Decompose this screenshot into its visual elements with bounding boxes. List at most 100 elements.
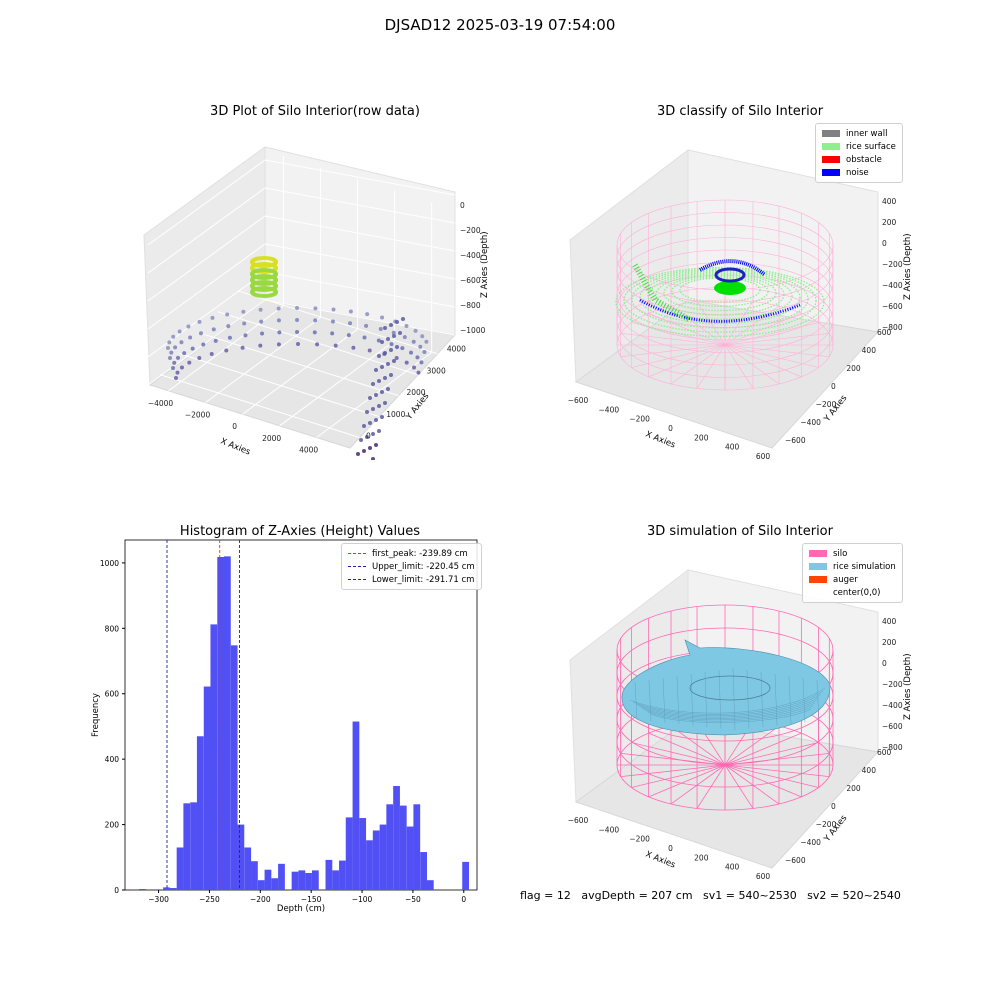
data-point [177,329,182,334]
raw-data-3d-panel: 3D Plot of Silo Interior(row data) −4000… [130,100,500,460]
silo-floor-spoke [620,752,726,766]
x-tick-label: 2000 [262,434,281,443]
surface-mesh-line [676,675,680,725]
histogram-bar [169,888,177,890]
histogram-bar [257,880,265,890]
data-point [383,351,387,355]
data-point [210,315,215,320]
raw-data-title: 3D Plot of Silo Interior(row data) [210,104,420,119]
surface-mesh-line [662,677,666,723]
data-point [171,366,175,370]
data-point [383,401,387,405]
silo-floor-spoke [696,764,726,809]
silo-floor-spoke [670,764,726,805]
data-point [190,346,195,351]
legend-entry: first_peak: -239.89 cm [372,548,468,559]
z-tick-label: −200 [882,260,903,269]
data-point [346,333,351,338]
data-point [380,315,385,320]
silo-floor-spoke [696,344,726,389]
y-tick-label: 0 [366,431,371,440]
data-point [331,307,336,312]
histogram-bar [366,840,373,890]
y-tick-label: −400 [800,838,821,847]
data-point [374,418,378,422]
legend-entry: rice surface [846,141,896,152]
data-point [389,348,393,352]
data-point [401,317,405,321]
simulation-legend: silo rice simulation auger center(0,0) [802,543,903,603]
data-point [365,410,369,414]
data-point [273,289,278,294]
silo-floor-spoke [631,764,726,788]
data-point [348,309,353,314]
data-point [386,387,390,391]
y-tick-label: 400 [862,766,877,775]
z-tick-label: −800 [882,323,903,332]
data-point [376,338,381,343]
rice-surface-ring [655,273,785,316]
legend-entry: inner wall [846,128,888,139]
surface-mesh-line [802,677,806,723]
data-point [241,309,246,314]
data-point [418,344,423,349]
rice-surface-ring [631,269,809,329]
data-point [179,340,184,345]
y-tick-label: 200 [105,821,120,830]
z-tick-label: 400 [882,617,897,626]
silo-floor-spoke [724,752,830,766]
data-point [371,407,375,411]
rice-surface-ring [679,277,761,303]
data-point [276,318,281,323]
data-point [258,343,263,348]
z-tick-label: −800 [882,743,903,752]
histogram-bar [223,556,231,890]
data-point [422,350,427,355]
silo-floor-spoke [724,305,780,346]
x-tick-label: 400 [725,863,740,872]
z-tick-label: −600 [882,722,903,731]
rice-surface-ring [623,268,817,333]
histogram-bar [372,830,380,890]
data-point [356,452,360,456]
data-point [413,328,418,333]
data-point [412,365,417,370]
histogram-legend: first_peak: -239.89 cm Upper_limit: -220… [341,543,482,590]
surface-mesh-line [648,679,652,722]
legend-entry: rice simulation [833,561,896,572]
data-point [367,348,372,353]
data-point [173,345,178,350]
x-tick-label: 0 [668,844,673,853]
grid-line [264,215,456,252]
rice-surface-center [714,281,746,295]
histogram-bar [230,645,238,890]
data-point [259,319,264,324]
histogram-bar [176,847,184,890]
classify-title: 3D classify of Silo Interior [656,104,824,119]
data-point [242,321,247,326]
x-tick-label: −150 [301,895,322,904]
data-point [383,376,387,380]
z-tick-label: 0 [460,201,465,210]
data-point [391,330,396,335]
data-point [374,393,378,397]
silo-floor-spoke [670,725,726,766]
data-point [386,362,390,366]
grid-line [159,374,360,439]
data-point [386,337,390,341]
data-point [260,331,265,336]
data-point [330,331,335,336]
z-tick-label: −200 [460,226,481,235]
data-point [227,335,232,340]
silo-floor-spoke [648,732,726,766]
data-point [380,340,384,344]
data-point [273,271,278,276]
grid-line [264,299,456,336]
data-point [171,334,176,339]
y-tick-label: −200 [816,400,837,409]
data-point [371,457,375,460]
grid-line [147,243,266,330]
y-tick-label: 600 [877,748,892,757]
z-tick-label: −400 [882,281,903,290]
silo-floor-spoke [724,333,830,346]
